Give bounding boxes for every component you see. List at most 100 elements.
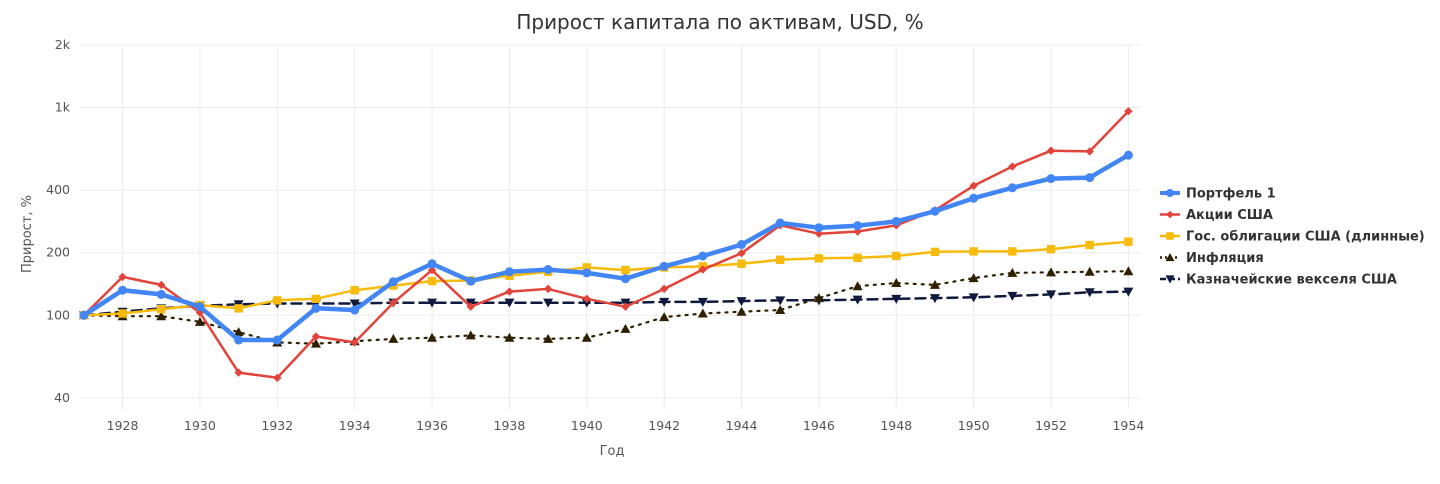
data-point xyxy=(736,306,747,316)
data-point xyxy=(1084,288,1095,298)
data-point xyxy=(1084,266,1095,276)
data-point xyxy=(620,274,630,284)
data-point xyxy=(234,335,244,345)
data-point xyxy=(350,338,359,347)
data-point xyxy=(505,287,514,296)
data-point xyxy=(234,304,243,313)
legend-item[interactable]: Акции США xyxy=(1160,208,1273,223)
legend-marker xyxy=(1165,275,1175,284)
legend-item[interactable]: Казначейские векселя США xyxy=(1160,273,1397,288)
chart-title: Прирост капитала по активам, USD, % xyxy=(516,10,923,34)
data-point xyxy=(581,332,592,342)
x-tick-label: 1932 xyxy=(261,418,293,433)
legend-item[interactable]: Гос. облигации США (длинные) xyxy=(1160,230,1425,245)
data-point xyxy=(852,295,863,305)
legend-label: Казначейские векселя США xyxy=(1186,273,1397,288)
data-point xyxy=(737,248,746,258)
y-tick-label: 40 xyxy=(54,390,70,405)
data-point xyxy=(969,181,978,191)
data-point xyxy=(659,312,670,322)
legend-item[interactable]: Инфляция xyxy=(1160,251,1264,266)
data-point xyxy=(273,296,282,305)
legend-marker xyxy=(1166,232,1174,240)
x-tick-label: 1938 xyxy=(494,418,526,433)
data-point xyxy=(1046,290,1057,300)
data-point xyxy=(272,335,282,345)
data-point xyxy=(813,293,824,303)
data-point xyxy=(157,280,166,290)
data-point xyxy=(621,265,630,275)
data-point xyxy=(504,298,515,308)
y-tick-label: 200 xyxy=(46,245,70,260)
data-point xyxy=(698,265,708,274)
data-point xyxy=(1007,183,1017,193)
data-point xyxy=(543,298,554,308)
data-point xyxy=(775,305,786,315)
data-point xyxy=(853,253,862,263)
data-point xyxy=(891,294,902,304)
y-tick-label: 100 xyxy=(46,307,70,322)
data-point xyxy=(892,251,901,261)
data-point xyxy=(659,284,669,294)
data-point xyxy=(1046,267,1057,277)
data-point xyxy=(697,308,708,318)
data-point xyxy=(1123,287,1134,297)
data-point xyxy=(234,368,243,377)
x-axis-title: Год xyxy=(600,444,625,459)
data-point xyxy=(891,278,902,288)
data-point xyxy=(504,332,515,342)
data-point xyxy=(1085,240,1094,250)
data-point xyxy=(1085,173,1095,183)
y-tick-label: 400 xyxy=(46,182,70,197)
legend-item[interactable]: Портфель 1 xyxy=(1160,187,1276,202)
data-point xyxy=(466,276,476,286)
data-point xyxy=(697,297,708,307)
x-tick-label: 1944 xyxy=(726,418,758,433)
data-point xyxy=(350,305,360,315)
data-point xyxy=(737,240,747,250)
data-point xyxy=(582,263,591,272)
x-tick-label: 1940 xyxy=(571,418,603,433)
grid xyxy=(80,44,1140,410)
data-point xyxy=(1124,237,1133,246)
data-point xyxy=(427,265,437,275)
data-point xyxy=(233,327,244,337)
y-axis-title: Прирост, % xyxy=(20,195,35,273)
data-point xyxy=(582,294,591,304)
data-point xyxy=(737,259,746,268)
data-point xyxy=(1008,247,1017,256)
data-point xyxy=(311,303,321,313)
data-point xyxy=(118,309,127,318)
data-point xyxy=(427,332,438,342)
data-point xyxy=(156,289,166,299)
legend: Портфель 1 Акции США Гос. облигации США (д… xyxy=(1160,187,1425,288)
data-point xyxy=(311,294,321,304)
x-tick-label: 1930 xyxy=(184,418,216,433)
data-point xyxy=(736,297,747,307)
data-point xyxy=(427,276,437,286)
x-tick-label: 1952 xyxy=(1035,418,1067,433)
data-point xyxy=(194,316,205,326)
legend-label: Гос. облигации США (длинные) xyxy=(1186,230,1425,245)
data-point xyxy=(118,285,128,295)
data-point xyxy=(79,310,89,320)
data-point xyxy=(1123,266,1134,276)
data-point xyxy=(311,332,321,341)
data-point xyxy=(1008,162,1017,171)
data-point xyxy=(195,302,205,312)
x-tick-label: 1950 xyxy=(958,418,990,433)
data-point xyxy=(1123,150,1133,160)
data-point xyxy=(1124,107,1133,116)
data-point xyxy=(968,293,979,303)
x-tick-label: 1954 xyxy=(1112,418,1144,433)
data-point xyxy=(1046,146,1056,155)
data-point xyxy=(543,284,553,294)
data-point xyxy=(504,267,514,277)
data-point xyxy=(388,333,399,343)
x-tick-label: 1936 xyxy=(416,418,448,433)
series-line xyxy=(82,109,1130,380)
data-point xyxy=(930,206,940,216)
data-point xyxy=(582,268,592,278)
x-axis-ticks: 1928 1930 1932 1934 1936 1938 1940 1942 1944 1946… xyxy=(107,418,1145,433)
